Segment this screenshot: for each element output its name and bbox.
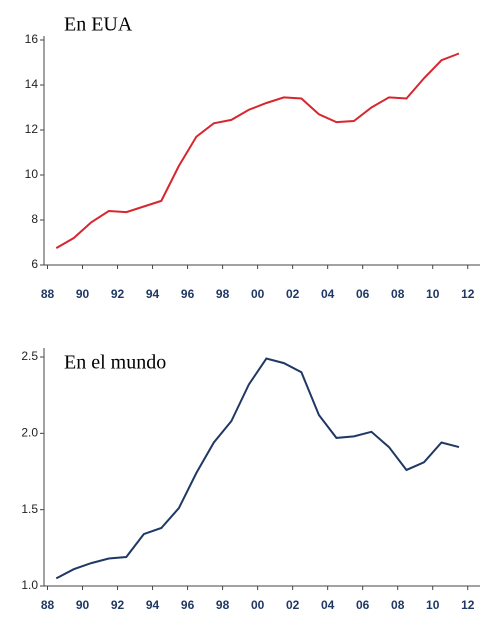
chart-title: En el mundo	[64, 352, 166, 374]
y-tick-label: 14	[25, 77, 39, 91]
x-tick-label: 90	[76, 598, 90, 612]
y-tick-label: 6	[31, 257, 38, 271]
x-tick-label: 04	[321, 598, 335, 612]
y-tick-label: 2.5	[21, 349, 38, 363]
x-tick-label: 12	[461, 598, 475, 612]
x-tick-label: 96	[181, 598, 195, 612]
x-tick-label: 10	[426, 287, 440, 301]
x-tick-label: 92	[111, 287, 125, 301]
y-tick-label: 12	[25, 122, 39, 136]
x-tick-label: 08	[391, 287, 405, 301]
y-tick-label: 8	[31, 212, 38, 226]
y-tick-label: 16	[25, 32, 39, 46]
data-line	[55, 357, 460, 580]
y-tick-label: 1.0	[21, 578, 38, 592]
x-tick-label: 02	[286, 287, 300, 301]
y-tick-label: 10	[25, 167, 39, 181]
x-tick-label: 92	[111, 598, 125, 612]
x-tick-label: 90	[76, 287, 90, 301]
x-tick-label: 04	[321, 287, 335, 301]
x-tick-label: 96	[181, 287, 195, 301]
y-tick-label: 1.5	[21, 502, 38, 516]
x-tick-label: 00	[251, 287, 265, 301]
x-tick-label: 06	[356, 287, 370, 301]
x-tick-label: 06	[356, 598, 370, 612]
x-tick-label: 08	[391, 598, 405, 612]
x-tick-label: 88	[41, 287, 55, 301]
x-tick-label: 88	[41, 598, 55, 612]
y-tick-label: 2.0	[21, 426, 38, 440]
x-tick-label: 02	[286, 598, 300, 612]
x-tick-label: 98	[216, 598, 230, 612]
x-tick-label: 94	[146, 287, 160, 301]
x-tick-label: 94	[146, 598, 160, 612]
x-tick-label: 10	[426, 598, 440, 612]
chart-title: En EUA	[64, 14, 133, 36]
x-tick-label: 00	[251, 598, 265, 612]
data-line	[55, 52, 460, 249]
x-tick-label: 98	[216, 287, 230, 301]
x-tick-label: 12	[461, 287, 475, 301]
